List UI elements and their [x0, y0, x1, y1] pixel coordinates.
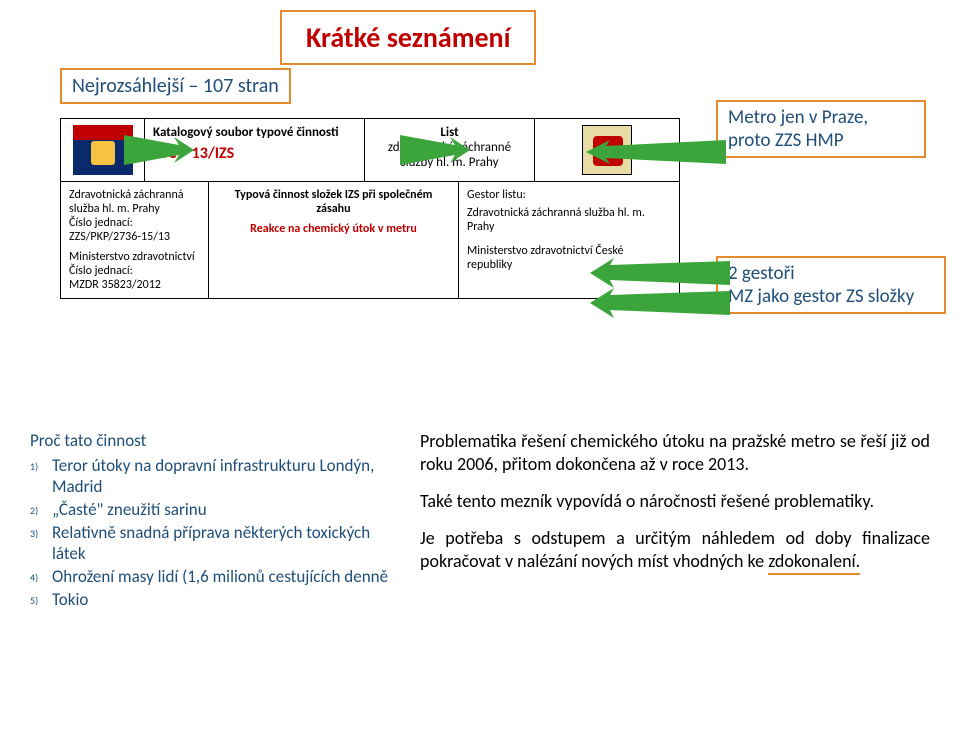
r2l4: Ministerstvo zdravotnictví — [69, 250, 200, 264]
subtitle: Nejrozsáhlejší – 107 stran — [72, 74, 279, 98]
item-text: Teror útoky na dopravní infrastrukturu L… — [52, 455, 390, 497]
item-text: „Časté" zneužití sarinu — [52, 499, 390, 520]
list-item: 2)„Časté" zneužití sarinu — [30, 499, 390, 520]
note1-l2: proto ZZS HMP — [728, 129, 914, 152]
doc-row-2: Zdravotnická záchranná služba hl. m. Pra… — [61, 182, 679, 298]
note-metro: Metro jen v Praze, proto ZZS HMP — [716, 100, 926, 158]
list-item: 5)Tokio — [30, 589, 390, 610]
slide-title-box: Krátké seznámení — [280, 10, 536, 65]
list-item: 4)Ohrožení masy lidí (1,6 milionů cestuj… — [30, 566, 390, 587]
r2l6: MZDR 35823/2012 — [69, 278, 200, 292]
item-num: 5) — [30, 589, 52, 607]
reason-list: 1)Teror útoky na dopravní infrastrukturu… — [30, 455, 390, 610]
r2m1: Typová činnost složek IZS při společném … — [217, 188, 450, 216]
r2r1: Gestor listu: — [467, 188, 671, 202]
arrow-icon — [590, 288, 730, 318]
lower-content: Proč tato činnost 1)Teror útoky na dopra… — [30, 430, 930, 612]
r2m2: Reakce na chemický útok v metru — [217, 222, 450, 236]
item-num: 2) — [30, 499, 52, 517]
item-num: 3) — [30, 522, 52, 540]
item-text: Ohrožení masy lidí (1,6 milionů cestujíc… — [52, 566, 390, 587]
left-column: Proč tato činnost 1)Teror útoky na dopra… — [30, 430, 390, 612]
r2l2: Číslo jednací: — [69, 216, 200, 230]
note2-l2: MZ jako gestor ZS složky — [728, 285, 934, 308]
r2r2: Zdravotnická záchranná služba hl. m. Pra… — [467, 206, 671, 234]
list-item: 3)Relativně snadná příprava některých to… — [30, 522, 390, 564]
arrow-icon — [124, 135, 194, 165]
r2l1: Zdravotnická záchranná služba hl. m. Pra… — [69, 188, 200, 216]
subtitle-box: Nejrozsáhlejší – 107 stran — [60, 68, 291, 104]
note-gestori: 2 gestoři MZ jako gestor ZS složky — [716, 256, 946, 314]
note1-l1: Metro jen v Praze, — [728, 106, 914, 129]
item-text: Relativně snadná příprava některých toxi… — [52, 522, 390, 564]
para-1: Problematika řešení chemického útoku na … — [420, 430, 930, 476]
r2l5: Číslo jednací: — [69, 264, 200, 278]
note2-l1: 2 gestoři — [728, 262, 934, 285]
item-num: 1) — [30, 455, 52, 473]
p3-highlight: zdokonalení. — [768, 550, 860, 575]
para-3: Je potřeba s odstupem a určitým náhledem… — [420, 527, 930, 573]
r2l3: ZZS/PKP/2736-15/13 — [69, 230, 200, 244]
item-num: 4) — [30, 566, 52, 584]
list-item: 1)Teror útoky na dopravní infrastrukturu… — [30, 455, 390, 497]
arrow-icon — [400, 135, 470, 165]
item-text: Tokio — [52, 589, 390, 610]
row2-mid: Typová činnost složek IZS při společném … — [209, 182, 459, 298]
row2-left: Zdravotnická záchranná služba hl. m. Pra… — [61, 182, 209, 298]
para-2: Také tento mezník vypovídá o náročnosti … — [420, 490, 930, 513]
slide-title: Krátké seznámení — [306, 20, 510, 55]
left-header: Proč tato činnost — [30, 430, 390, 451]
right-column: Problematika řešení chemického útoku na … — [420, 430, 930, 612]
arrow-icon — [590, 258, 730, 288]
arrow-icon — [586, 140, 726, 164]
